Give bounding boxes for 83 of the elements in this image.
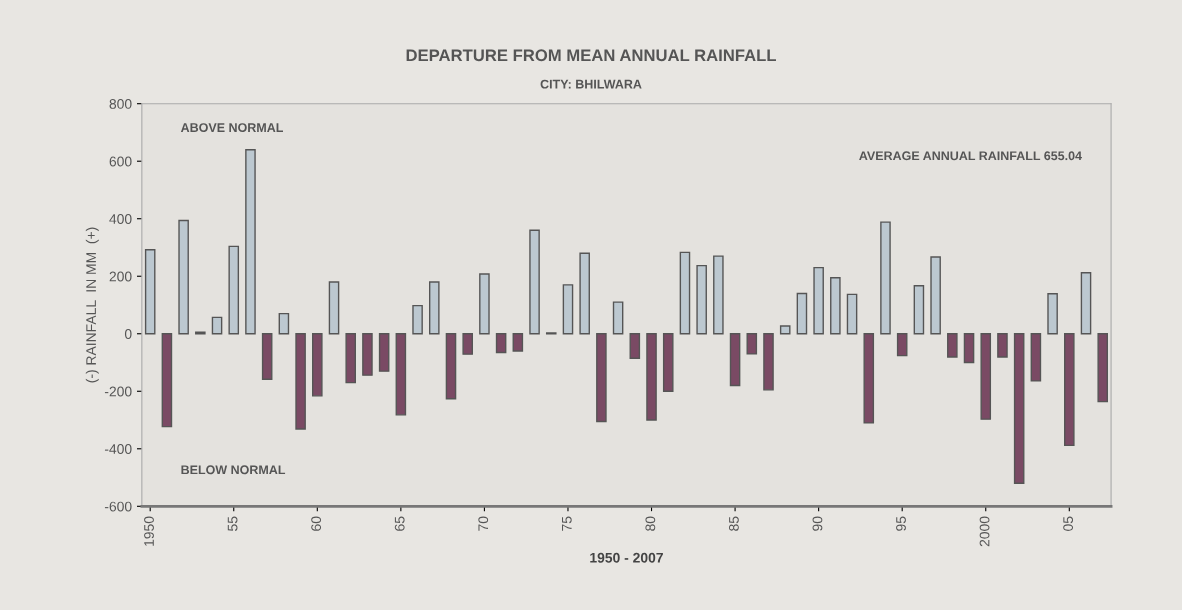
bar <box>144 249 156 335</box>
x-tick-label: 75 <box>562 516 572 531</box>
bar <box>880 221 891 335</box>
bar <box>746 333 758 355</box>
y-tick-label: 800 <box>109 99 132 109</box>
bar <box>211 316 223 335</box>
bar <box>479 273 490 335</box>
x-tick-label: 1950 <box>144 516 154 546</box>
y-tick-label: 200 <box>109 271 132 282</box>
x-tick-label: 2000 <box>979 516 990 547</box>
bar <box>245 149 256 335</box>
bar <box>930 256 941 335</box>
annotation: ABOVE NORMAL <box>180 123 283 133</box>
bar <box>729 333 741 387</box>
y-tick-label: -600 <box>104 501 132 512</box>
bar <box>362 333 373 376</box>
bar <box>378 333 390 372</box>
bar <box>445 333 457 400</box>
bar <box>562 284 574 335</box>
bar <box>1047 293 1058 335</box>
y-tick-label: -200 <box>104 386 132 397</box>
bar <box>1064 333 1075 447</box>
bar <box>278 312 290 335</box>
bar <box>261 333 273 380</box>
bar <box>696 264 707 335</box>
chart-title: DEPARTURE FROM MEAN ANNUAL RAINFALL <box>406 49 776 62</box>
x-tick-label: 05 <box>1063 516 1074 531</box>
bar <box>662 333 674 392</box>
x-tick-label: 65 <box>394 516 405 531</box>
bar <box>1013 333 1025 484</box>
bar <box>462 333 473 355</box>
bar <box>412 304 423 335</box>
bar <box>395 333 407 416</box>
bar <box>161 333 173 428</box>
x-tick-label: 55 <box>227 516 238 531</box>
bar <box>947 333 958 358</box>
bar <box>495 333 507 354</box>
x-tick-label: 95 <box>896 516 906 531</box>
bar <box>529 229 540 335</box>
bar <box>813 266 824 335</box>
x-tick-label: 90 <box>812 516 823 531</box>
bar <box>863 333 875 424</box>
bar <box>428 281 440 335</box>
bar <box>980 333 992 420</box>
y-tick-label: -400 <box>104 444 132 454</box>
bar <box>228 245 240 335</box>
bar <box>830 276 841 335</box>
bar <box>963 333 975 364</box>
bar <box>596 333 607 423</box>
x-tick-label: 60 <box>311 516 322 531</box>
y-axis-title: (-) RAINFALL IN MM (+) <box>85 227 99 383</box>
bar <box>796 292 808 335</box>
bar <box>846 293 858 335</box>
bar <box>512 333 524 352</box>
bar <box>1097 333 1109 403</box>
bar <box>713 255 724 335</box>
bar <box>997 333 1008 358</box>
x-tick-label: 80 <box>645 516 656 531</box>
bar <box>763 333 774 391</box>
bar <box>178 219 189 335</box>
bar <box>579 252 590 335</box>
bar <box>1080 272 1092 335</box>
x-axis-title: 1950 - 2007 <box>590 552 663 563</box>
y-tick-label: 400 <box>109 214 132 224</box>
bar <box>345 333 357 384</box>
bar <box>913 285 925 335</box>
annotation: BELOW NORMAL <box>181 465 286 475</box>
bar <box>629 333 641 359</box>
annotation: AVERAGE ANNUAL RAINFALL 655.04 <box>859 151 1082 161</box>
bar <box>679 251 691 335</box>
bar <box>896 333 908 357</box>
x-tick-label: 70 <box>478 516 489 531</box>
y-tick-label: 600 <box>109 156 132 167</box>
chart-subtitle: CITY: BHILWARA <box>540 79 642 89</box>
bar <box>612 301 624 335</box>
x-tick-label: 85 <box>728 516 739 531</box>
bar <box>1030 333 1042 382</box>
bar <box>779 325 791 335</box>
y-tick-label: 0 <box>124 329 132 339</box>
bar <box>295 333 306 430</box>
bar <box>646 333 657 421</box>
bar <box>328 281 340 335</box>
bar <box>312 333 323 397</box>
